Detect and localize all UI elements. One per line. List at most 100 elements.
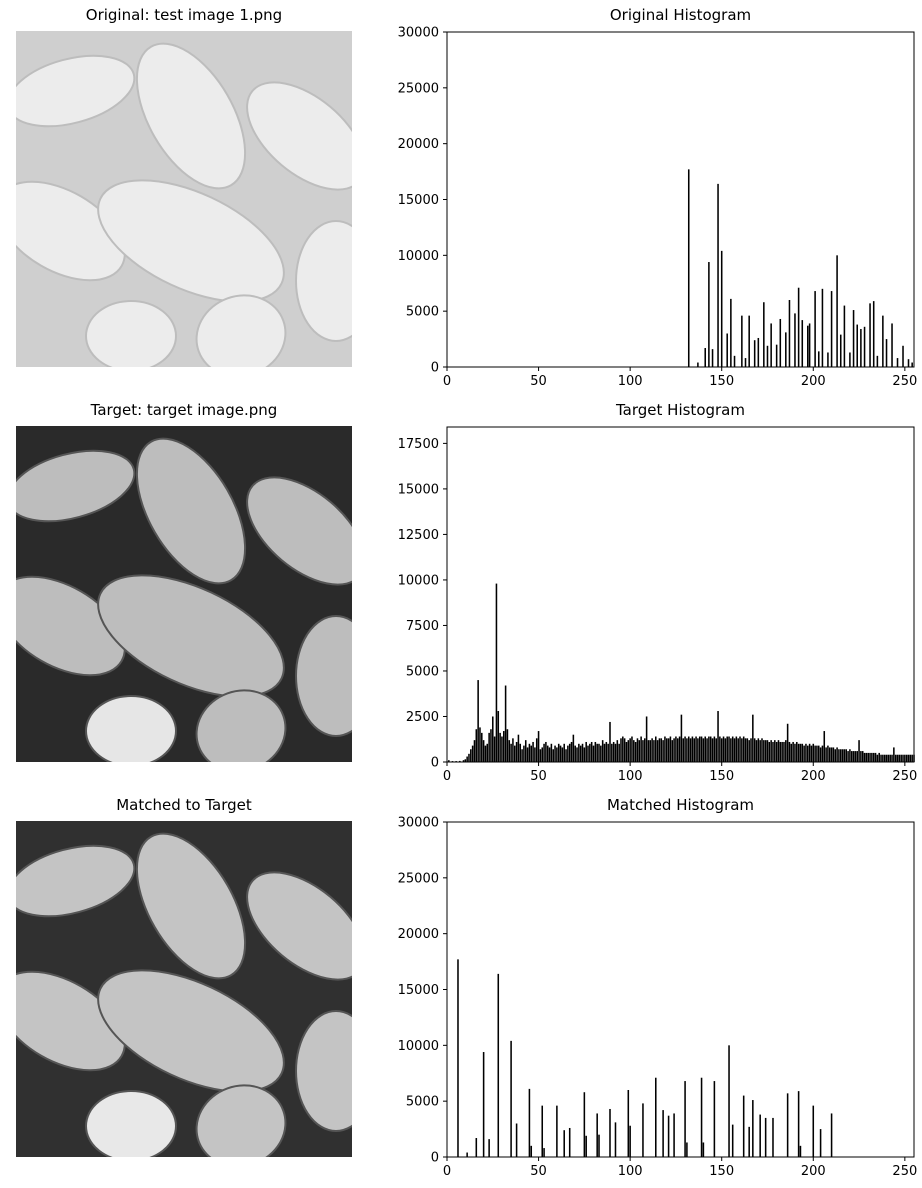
- histogram-bar: [735, 736, 738, 762]
- histogram-bar: [785, 740, 787, 762]
- histogram-bar: [799, 1145, 802, 1157]
- histogram-bar: [753, 340, 756, 367]
- histogram-bar: [649, 740, 652, 762]
- histogram-bar: [640, 736, 642, 762]
- histogram-bar: [598, 743, 600, 762]
- histogram-bar: [583, 1092, 586, 1157]
- histogram-bar: [470, 749, 472, 762]
- histogram-bar: [568, 743, 571, 762]
- histogram-bar: [561, 747, 564, 762]
- histogram-bar: [781, 741, 783, 762]
- histogram-bar: [779, 741, 782, 762]
- y-tick-label: 5000: [406, 305, 439, 320]
- histogram-bar: [638, 740, 641, 762]
- x-tick-label: 200: [801, 1164, 826, 1179]
- histogram-bar: [515, 1123, 518, 1157]
- target-histogram-title: Target Histogram: [616, 401, 745, 419]
- histogram-bar: [728, 736, 730, 762]
- histogram-bar: [821, 745, 824, 762]
- histogram-bar: [689, 738, 692, 762]
- histogram-bar: [827, 745, 829, 762]
- original-histogram-title: Original Histogram: [609, 6, 752, 24]
- histogram-bar: [863, 752, 866, 762]
- histogram-bar: [528, 743, 531, 762]
- histogram-bar: [812, 743, 815, 762]
- histogram-bar: [521, 749, 523, 762]
- histogram-bar: [609, 721, 611, 762]
- histogram-bar: [482, 1052, 485, 1157]
- y-tick-label: 25000: [398, 81, 439, 96]
- histogram-bar: [775, 344, 778, 367]
- histogram-bar: [856, 324, 858, 367]
- histogram-bar: [616, 740, 619, 762]
- histogram-bar: [827, 352, 829, 367]
- y-tick-label: 12500: [398, 528, 439, 543]
- histogram-bar: [622, 736, 624, 762]
- histogram-bar: [733, 355, 736, 367]
- x-tick-label: 50: [530, 769, 547, 784]
- histogram-bar: [466, 1152, 468, 1157]
- histogram-bar: [814, 745, 816, 762]
- x-tick-label: 200: [801, 374, 826, 389]
- histogram-bar: [545, 741, 547, 762]
- histogram-bar: [581, 743, 584, 762]
- histogram-bar: [792, 741, 794, 762]
- histogram-bar: [717, 183, 719, 367]
- histogram-bar: [871, 752, 873, 762]
- histogram-bar: [720, 738, 723, 762]
- histogram-bar: [763, 740, 765, 762]
- histogram-bar: [904, 754, 906, 762]
- histogram-bar: [766, 345, 769, 367]
- histogram-bar: [704, 348, 706, 367]
- histogram-bar: [737, 738, 739, 762]
- y-tick-label: 2500: [406, 710, 439, 725]
- histogram-bar: [481, 732, 483, 762]
- histogram-bar: [713, 1081, 716, 1157]
- histogram-bar: [852, 310, 855, 367]
- y-tick-label: 30000: [398, 26, 439, 41]
- histogram-bar: [633, 740, 635, 762]
- histogram-bar: [819, 747, 822, 762]
- histogram-bar: [596, 743, 598, 762]
- histogram-bar: [807, 325, 809, 367]
- histogram-bar: [774, 740, 776, 762]
- histogram-bar: [850, 751, 853, 762]
- histogram-bar: [741, 738, 743, 762]
- histogram-bar: [869, 752, 871, 762]
- histogram-bar: [475, 1138, 478, 1157]
- histogram-bar: [556, 747, 558, 762]
- histogram-bar: [493, 736, 496, 762]
- histogram-bar: [861, 751, 864, 762]
- histogram-bar: [596, 1113, 598, 1157]
- histogram-bar: [764, 740, 767, 762]
- histogram-bar: [702, 1142, 705, 1157]
- histogram-bar: [468, 753, 470, 762]
- histogram-bar: [459, 760, 461, 762]
- y-tick-label: 10000: [398, 249, 439, 264]
- histogram-bar: [614, 1122, 617, 1157]
- histogram-bar: [838, 749, 840, 762]
- histogram-bar: [750, 738, 752, 762]
- histogram-bar: [900, 754, 902, 762]
- histogram-bar: [665, 738, 668, 762]
- histogram-bar: [656, 740, 659, 762]
- histogram-bar: [788, 741, 791, 762]
- histogram-bar: [477, 680, 479, 762]
- histogram-bar: [627, 1090, 630, 1157]
- histogram-bar: [728, 1045, 730, 1157]
- x-tick-label: 100: [618, 374, 643, 389]
- histogram-bar: [585, 741, 587, 762]
- histogram-bar: [860, 751, 862, 762]
- histogram-bar: [752, 1100, 754, 1157]
- histogram-bar: [770, 323, 772, 367]
- histogram-bar: [768, 741, 771, 762]
- histogram-bar: [797, 287, 800, 367]
- histogram-bar: [731, 1124, 734, 1157]
- histogram-bar: [565, 749, 567, 762]
- histogram-bar: [675, 736, 677, 762]
- histogram-bar: [612, 741, 615, 762]
- histogram-bar: [535, 738, 538, 762]
- y-tick-label: 0: [431, 361, 439, 376]
- histogram-bar: [464, 759, 467, 762]
- histogram-bar: [603, 743, 606, 762]
